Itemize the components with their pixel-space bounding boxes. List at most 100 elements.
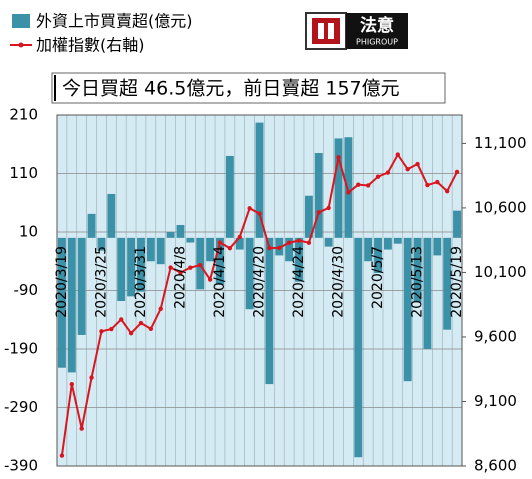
- bar: [235, 237, 244, 250]
- bar: [206, 237, 215, 262]
- bar: [166, 232, 175, 238]
- logo-icon-part: [318, 23, 324, 39]
- bar: [156, 237, 165, 265]
- index-point: [425, 182, 430, 188]
- logo: 法意 PHIGROUP: [305, 12, 408, 50]
- bar: [67, 237, 76, 373]
- index-point: [119, 317, 124, 322]
- index-point: [59, 453, 65, 458]
- x-tick-label: 2020/3/25: [93, 246, 109, 318]
- bar: [383, 237, 392, 250]
- bar: [127, 237, 136, 297]
- index-point: [227, 245, 233, 251]
- index-point: [395, 152, 400, 157]
- x-tick-label: 2020/5/19: [449, 246, 465, 318]
- bar: [364, 237, 373, 262]
- y2-tick-label: 9,100: [474, 392, 517, 410]
- annotation: 今日買超 46.5億元，前日賣超 157億元: [62, 78, 400, 100]
- index-point: [168, 265, 173, 270]
- bar: [57, 237, 66, 368]
- x-tick-label: 2020/4/8: [172, 246, 188, 309]
- x-tick-label: 2020/5/13: [410, 246, 426, 318]
- y-tick-label: 10: [19, 223, 38, 241]
- index-point: [79, 426, 84, 431]
- index-point: [158, 306, 163, 312]
- index-point: [365, 183, 371, 188]
- logo-icon-part: [328, 23, 334, 39]
- bar: [137, 237, 145, 292]
- logo-icon: [312, 18, 340, 44]
- index-point: [405, 166, 410, 172]
- y-tick-label: -390: [4, 457, 38, 475]
- index-point: [247, 206, 252, 211]
- x-tick-label: 2020/5/7: [370, 246, 386, 309]
- bar: [413, 237, 422, 303]
- index-point: [306, 240, 312, 245]
- legend-line-marker: [18, 42, 24, 48]
- index-point: [454, 169, 460, 175]
- bar: [295, 237, 303, 282]
- y2-tick-label: 11,100: [474, 134, 527, 152]
- index-point: [257, 211, 262, 216]
- bar: [324, 237, 333, 247]
- legend-bar-swatch: [12, 14, 30, 28]
- bar: [433, 237, 442, 256]
- index-point: [267, 245, 272, 251]
- bar: [245, 237, 254, 310]
- bar: [117, 237, 126, 302]
- index-point: [138, 320, 144, 326]
- index-point: [207, 277, 213, 282]
- bar: [374, 237, 382, 273]
- bar: [77, 237, 86, 335]
- y-tick-label: 110: [9, 164, 38, 182]
- bar: [443, 237, 452, 330]
- bar: [314, 153, 323, 238]
- index-point: [178, 270, 183, 275]
- bar: [265, 237, 274, 385]
- bar: [216, 237, 224, 285]
- index-point: [435, 179, 440, 185]
- legend-label: 外資上市買賣超(億元): [36, 12, 193, 31]
- bar: [225, 155, 234, 238]
- x-tick-label: 2020/4/14: [212, 246, 228, 318]
- legend-label: 加權指數(右軸): [36, 36, 145, 55]
- index-point: [188, 265, 193, 270]
- index-point: [198, 262, 203, 268]
- bar: [146, 237, 155, 262]
- bar: [107, 193, 116, 238]
- index-point: [109, 326, 114, 332]
- bar: [393, 237, 402, 244]
- index-point: [326, 205, 331, 211]
- index-point: [336, 155, 341, 160]
- index-point: [444, 188, 450, 194]
- index-point: [415, 161, 420, 167]
- index-point: [296, 238, 302, 243]
- bar: [176, 224, 185, 238]
- x-tick-label: 2020/3/31: [133, 246, 149, 318]
- bar: [285, 237, 294, 262]
- y2-tick-label: 10,100: [474, 263, 527, 281]
- index-point: [385, 170, 391, 175]
- index-point: [148, 326, 154, 332]
- annotation-box: [51, 72, 446, 104]
- bar: [423, 237, 432, 349]
- x-tick-label: 2020/4/30: [331, 246, 347, 318]
- index-point: [286, 240, 292, 245]
- logo-plate: [346, 13, 408, 49]
- logo-text: 法意: [360, 15, 394, 36]
- x-tick-label: 2020/4/24: [291, 246, 307, 318]
- index-point: [128, 331, 134, 336]
- index-point: [356, 182, 361, 187]
- index-point: [316, 210, 321, 215]
- bar: [255, 122, 264, 238]
- index-point: [89, 375, 94, 380]
- bar: [354, 237, 363, 458]
- logo-subtext: PHIGROUP: [356, 38, 398, 47]
- index-point: [217, 240, 223, 245]
- y2-tick-label: 10,600: [474, 198, 527, 216]
- index-point: [237, 234, 242, 240]
- y-tick-label: 210: [9, 106, 38, 124]
- bar: [453, 210, 462, 238]
- index-point: [99, 329, 104, 334]
